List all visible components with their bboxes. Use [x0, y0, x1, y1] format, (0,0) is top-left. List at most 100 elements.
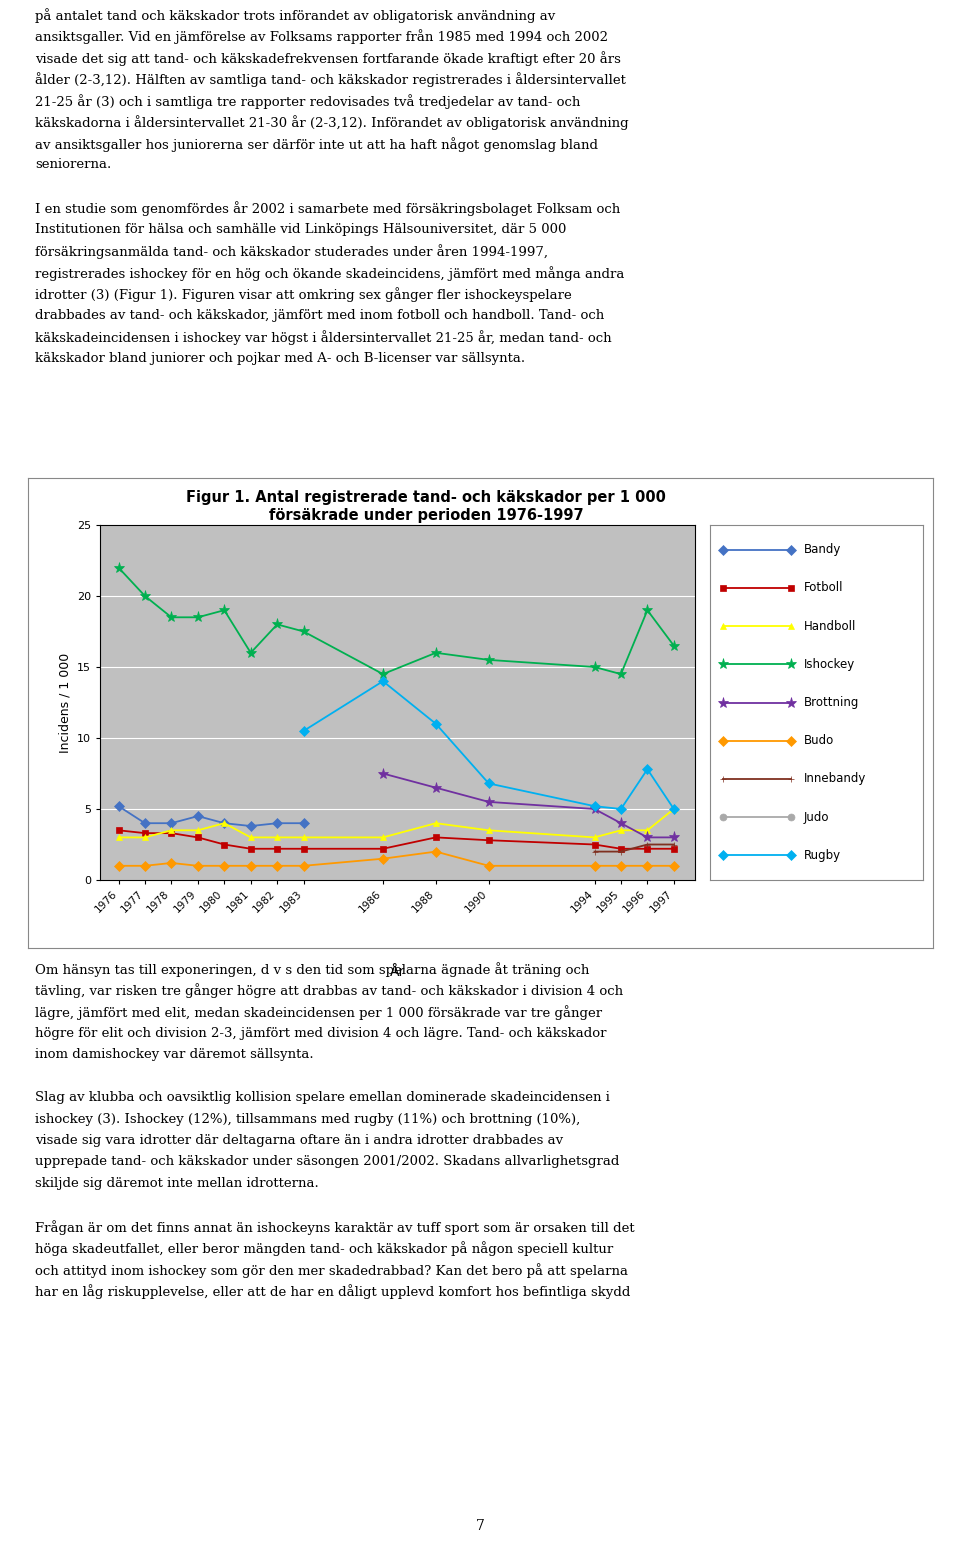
Budo	[430, 842, 442, 861]
Handboll	[641, 821, 653, 839]
Ishockey	[615, 665, 627, 684]
Innebandy	[641, 835, 653, 853]
Handboll	[166, 821, 178, 839]
Ishockey	[219, 600, 230, 619]
Rugby	[483, 775, 494, 793]
Text: Fotboll: Fotboll	[804, 582, 843, 594]
Fotboll	[483, 832, 494, 850]
Fotboll	[166, 824, 178, 842]
Fotboll	[588, 835, 600, 853]
Fotboll	[139, 824, 151, 842]
Handboll	[219, 815, 230, 833]
Rugby	[377, 671, 389, 690]
Text: visade sig vara idrotter där deltagarna oftare än i andra idrotter drabbades av: visade sig vara idrotter där deltagarna …	[35, 1134, 564, 1146]
Text: ålder (2-3,12). Hälften av samtliga tand- och käkskador registrerades i åldersin: ålder (2-3,12). Hälften av samtliga tand…	[35, 73, 626, 88]
Text: visade det sig att tand- och käkskadefrekvensen fortfarande ökade kraftigt efter: visade det sig att tand- och käkskadefre…	[35, 51, 621, 66]
Ishockey	[588, 657, 600, 676]
Text: och attityd inom ishockey som gör den mer skadedrabbad? Kan det bero på att spel: och attityd inom ishockey som gör den me…	[35, 1264, 628, 1278]
Budo	[245, 856, 256, 875]
Text: av ansiktsgaller hos juniorerna ser därför inte ut att ha haft något genomslag b: av ansiktsgaller hos juniorerna ser därf…	[35, 137, 598, 151]
Text: tävling, var risken tre gånger högre att drabbas av tand- och käkskador i divisi: tävling, var risken tre gånger högre att…	[35, 983, 623, 998]
Rugby	[615, 799, 627, 818]
Handboll	[272, 829, 283, 847]
Bandy	[139, 815, 151, 833]
Text: skiljde sig däremot inte mellan idrotterna.: skiljde sig däremot inte mellan idrotter…	[35, 1177, 319, 1190]
Innebandy	[668, 835, 680, 853]
Text: käkskador bland juniorer och pojkar med A- och B-licenser var sällsynta.: käkskador bland juniorer och pojkar med …	[35, 352, 525, 366]
Text: lägre, jämfört med elit, medan skadeincidensen per 1 000 försäkrade var tre gång: lägre, jämfört med elit, medan skadeinci…	[35, 1004, 602, 1020]
Text: Innebandy: Innebandy	[804, 773, 866, 785]
Budo	[192, 856, 204, 875]
Line: Handboll: Handboll	[115, 805, 678, 841]
Brottning	[641, 829, 653, 847]
Handboll	[588, 829, 600, 847]
Ishockey	[139, 586, 151, 605]
Budo	[615, 856, 627, 875]
Fotboll	[641, 839, 653, 858]
Text: Handboll: Handboll	[804, 620, 856, 633]
Ishockey	[668, 636, 680, 654]
Ishockey	[483, 651, 494, 670]
Text: drabbades av tand- och käkskador, jämfört med inom fotboll och handboll. Tand- o: drabbades av tand- och käkskador, jämför…	[35, 309, 604, 322]
Text: upprepade tand- och käkskador under säsongen 2001/2002. Skadans allvarlighetsgra: upprepade tand- och käkskador under säso…	[35, 1156, 619, 1168]
Rugby	[641, 761, 653, 779]
Text: Rugby: Rugby	[804, 849, 841, 861]
Text: Brottning: Brottning	[804, 696, 859, 708]
Line: Brottning: Brottning	[377, 768, 680, 842]
Bandy	[219, 815, 230, 833]
Text: Frågan är om det finns annat än ishockeyns karaktär av tuff sport som är orsaken: Frågan är om det finns annat än ishockey…	[35, 1221, 635, 1234]
Handboll	[112, 829, 124, 847]
Text: registrerades ishockey för en hög och ökande skadeincidens, jämfört med många an: registrerades ishockey för en hög och ök…	[35, 265, 624, 281]
Text: Om hänsyn tas till exponeringen, d v s den tid som spelarna ägnade åt träning oc: Om hänsyn tas till exponeringen, d v s d…	[35, 961, 589, 977]
Text: käkskadorna i åldersintervallet 21-30 år (2-3,12). Införandet av obligatorisk an: käkskadorna i åldersintervallet 21-30 år…	[35, 116, 629, 130]
Text: 7: 7	[475, 1518, 485, 1534]
Y-axis label: Incidens / 1 000: Incidens / 1 000	[59, 653, 71, 753]
Handboll	[139, 829, 151, 847]
Ishockey	[166, 608, 178, 626]
Brottning	[377, 764, 389, 782]
Bandy	[112, 796, 124, 815]
Fotboll	[192, 829, 204, 847]
Rugby	[668, 799, 680, 818]
Text: ishockey (3). Ishockey (12%), tillsammans med rugby (11%) och brottning (10%),: ishockey (3). Ishockey (12%), tillsamman…	[35, 1113, 580, 1125]
Handboll	[245, 829, 256, 847]
Text: högre för elit och division 2-3, jämfört med division 4 och lägre. Tand- och käk: högre för elit och division 2-3, jämfört…	[35, 1026, 607, 1040]
Bandy	[298, 815, 309, 833]
Bandy	[272, 815, 283, 833]
Handboll	[668, 799, 680, 818]
Budo	[377, 850, 389, 869]
Text: försäkringsanmälda tand- och käkskador studerades under åren 1994-1997,: försäkringsanmälda tand- och käkskador s…	[35, 244, 548, 259]
Handboll	[377, 829, 389, 847]
Line: Rugby: Rugby	[300, 677, 678, 813]
Ishockey	[192, 608, 204, 626]
Fotboll	[112, 821, 124, 839]
Handboll	[483, 821, 494, 839]
Line: Innebandy: Innebandy	[591, 841, 678, 855]
Brottning	[483, 793, 494, 812]
Ishockey	[245, 643, 256, 662]
Handboll	[298, 829, 309, 847]
Text: ansiktsgaller. Vid en jämförelse av Folksams rapporter från 1985 med 1994 och 20: ansiktsgaller. Vid en jämförelse av Folk…	[35, 29, 608, 45]
Text: Budo: Budo	[804, 734, 834, 747]
Text: höga skadeutfallet, eller beror mängden tand- och käkskador på någon speciell ku: höga skadeutfallet, eller beror mängden …	[35, 1242, 613, 1256]
Budo	[298, 856, 309, 875]
Text: käkskadeincidensen i ishockey var högst i åldersintervallet 21-25 år, medan tand: käkskadeincidensen i ishockey var högst …	[35, 330, 612, 346]
Budo	[588, 856, 600, 875]
Line: Bandy: Bandy	[115, 802, 307, 830]
Line: Fotboll: Fotboll	[115, 827, 678, 852]
Budo	[668, 856, 680, 875]
Ishockey	[377, 665, 389, 684]
Ishockey	[112, 559, 124, 577]
Innebandy	[588, 842, 600, 861]
Bandy	[245, 816, 256, 835]
Fotboll	[668, 839, 680, 858]
Bandy	[166, 815, 178, 833]
Handboll	[615, 821, 627, 839]
Text: idrotter (3) (Figur 1). Figuren visar att omkring sex gånger fler ishockeyspelar: idrotter (3) (Figur 1). Figuren visar at…	[35, 287, 572, 302]
Budo	[166, 853, 178, 872]
Rugby	[298, 722, 309, 741]
Text: har en låg riskupplevelse, eller att de har en dåligt upplevd komfort hos befint: har en låg riskupplevelse, eller att de …	[35, 1284, 631, 1299]
Fotboll	[245, 839, 256, 858]
Fotboll	[377, 839, 389, 858]
Text: I en studie som genomfördes år 2002 i samarbete med försäkringsbolaget Folksam o: I en studie som genomfördes år 2002 i sa…	[35, 202, 620, 216]
